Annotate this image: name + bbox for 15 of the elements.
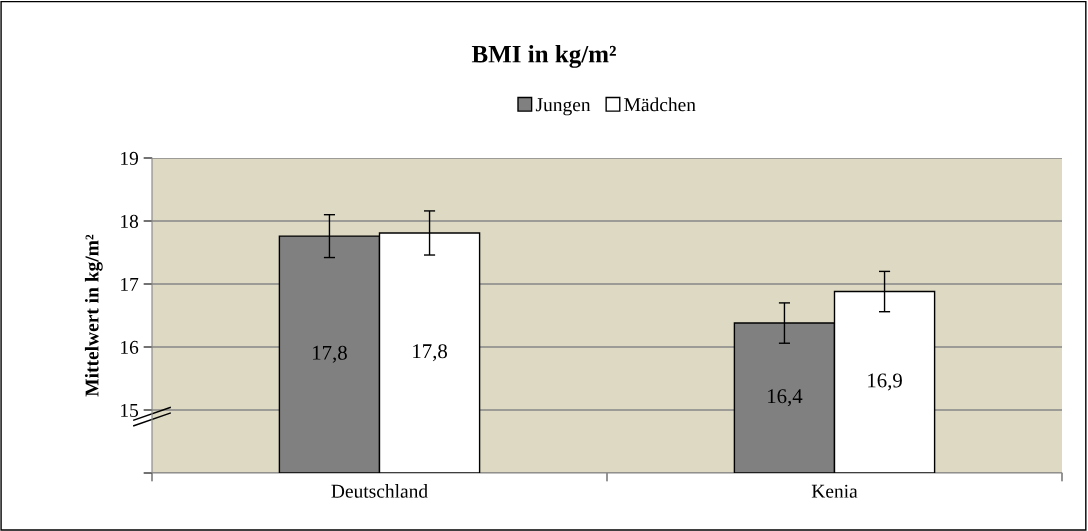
data-label: 17,8 <box>413 344 447 362</box>
y-tick-label: 15 <box>121 403 139 417</box>
y-tick-label: 17 <box>121 277 139 291</box>
legend-label: Mädchen <box>624 97 696 112</box>
x-tick-label: Kenia <box>811 484 858 498</box>
data-label: 17,8 <box>313 345 347 363</box>
y-tick-label: 19 <box>121 151 139 165</box>
data-label: 16,4 <box>768 389 803 407</box>
y-tick-label: 18 <box>121 214 139 228</box>
x-tick-label: Deutschland <box>331 484 428 498</box>
data-label: 16,9 <box>868 373 902 391</box>
y-axis-title: Mittelwert in kg/m² <box>84 234 103 397</box>
y-tick-label: 16 <box>121 340 139 354</box>
legend-label: Jungen <box>535 98 591 116</box>
chart-title: BMI in kg/m² <box>471 45 616 68</box>
